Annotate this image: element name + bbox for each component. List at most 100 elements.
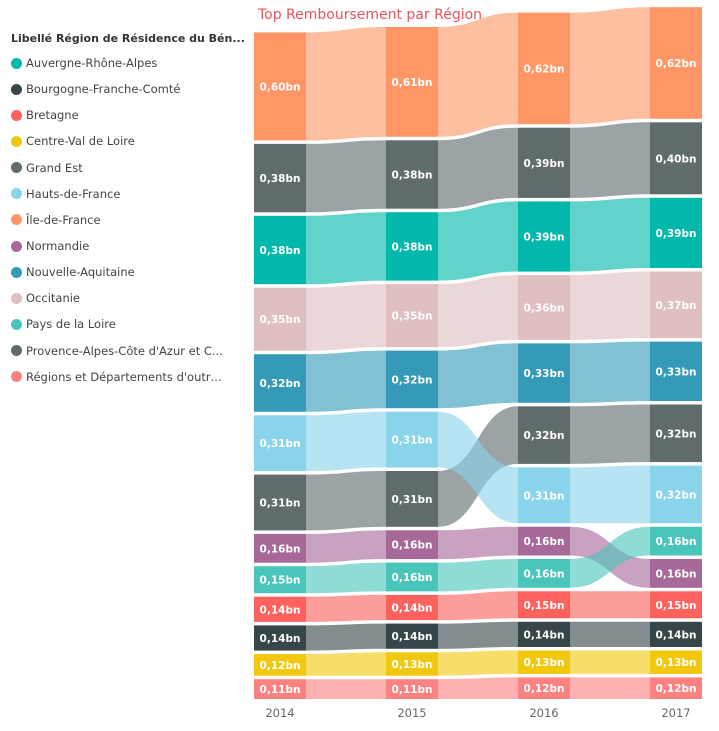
ribbon-pays-de-la-loire[interactable] [438, 559, 518, 592]
bar-ile-de-france-2016[interactable] [518, 12, 570, 125]
bar-nouvelle-aquitaine-2015[interactable] [386, 350, 438, 409]
ribbon-provence-alpes-cote-d-azur-et-c[interactable] [438, 127, 518, 209]
ribbon-regions-et-departements-d-outre[interactable] [306, 679, 386, 699]
bar-normandie-2015[interactable] [386, 530, 438, 560]
bar-provence-alpes-cote-d-azur-et-c-2017[interactable] [650, 122, 702, 195]
bar-provence-alpes-cote-d-azur-et-c-2016[interactable] [518, 127, 570, 198]
ribbon-pays-de-la-loire[interactable] [306, 562, 386, 594]
ribbon-centre-val-de-loire[interactable] [306, 652, 386, 676]
bar-regions-et-departements-d-outre-2014[interactable] [254, 679, 306, 699]
bar-hauts-de-france-2017[interactable] [650, 465, 702, 524]
bar-bretagne-2015[interactable] [386, 594, 438, 621]
legend-item-bourgogne-franche-comte[interactable]: Bourgogne-Franche-Comté [11, 76, 226, 102]
ribbon-bretagne[interactable] [306, 594, 386, 622]
bar-provence-alpes-cote-d-azur-et-c-2015[interactable] [386, 140, 438, 209]
bar-normandie-2014[interactable] [254, 533, 306, 563]
ribbon-occitanie[interactable] [306, 284, 386, 351]
bar-centre-val-de-loire-2014[interactable] [254, 654, 306, 676]
bar-regions-et-departements-d-outre-2015[interactable] [386, 679, 438, 699]
ribbon-provence-alpes-cote-d-azur-et-c[interactable] [570, 122, 650, 198]
ribbon-regions-et-departements-d-outre[interactable] [570, 677, 650, 699]
bar-centre-val-de-loire-2015[interactable] [386, 652, 438, 676]
legend-item-nouvelle-aquitaine[interactable]: Nouvelle-Aquitaine [11, 259, 226, 285]
bar-ile-de-france-2014[interactable] [254, 32, 306, 141]
ribbon-normandie[interactable] [306, 530, 386, 563]
ribbon-provence-alpes-cote-d-azur-et-c[interactable] [306, 140, 386, 213]
ribbon-centre-val-de-loire[interactable] [570, 650, 650, 674]
bar-regions-et-departements-d-outre-2017[interactable] [650, 677, 702, 699]
bar-pays-de-la-loire-2016[interactable] [518, 559, 570, 588]
bar-bretagne-2017[interactable] [650, 591, 702, 619]
ribbon-auvergne-rhone-alpes[interactable] [570, 197, 650, 272]
ribbon-grand-est[interactable] [306, 471, 386, 531]
bar-auvergne-rhone-alpes-2015[interactable] [386, 212, 438, 281]
legend-item-normandie[interactable]: Normandie [11, 233, 226, 259]
ribbon-bourgogne-franche-comte[interactable] [306, 623, 386, 651]
ribbon-auvergne-rhone-alpes[interactable] [438, 201, 518, 281]
legend-item-occitanie[interactable]: Occitanie [11, 285, 226, 311]
legend-item-hauts-de-france[interactable]: Hauts-de-France [11, 181, 226, 207]
legend-item-regions-et-departements-d-outre[interactable]: Régions et Départements d'outre... [11, 364, 226, 390]
ribbon-bourgogne-franche-comte[interactable] [438, 621, 518, 649]
ribbon-occitanie[interactable] [570, 271, 650, 340]
ribbon-centre-val-de-loire[interactable] [438, 650, 518, 676]
bar-nouvelle-aquitaine-2014[interactable] [254, 354, 306, 412]
bar-normandie-2017[interactable] [650, 559, 702, 588]
bar-occitanie-2015[interactable] [386, 284, 438, 348]
ribbon-nouvelle-aquitaine[interactable] [438, 343, 518, 409]
bar-occitanie-2017[interactable] [650, 271, 702, 339]
ribbon-ile-de-france[interactable] [570, 7, 650, 125]
ribbon-regions-et-departements-d-outre[interactable] [438, 677, 518, 699]
bar-pays-de-la-loire-2015[interactable] [386, 562, 438, 592]
legend-item-ile-de-france[interactable]: Île-de-France [11, 207, 226, 233]
bar-centre-val-de-loire-2016[interactable] [518, 650, 570, 674]
legend-item-pays-de-la-loire[interactable]: Pays de la Loire [11, 311, 226, 337]
bar-nouvelle-aquitaine-2016[interactable] [518, 343, 570, 403]
bar-hauts-de-france-2016[interactable] [518, 467, 570, 524]
bar-auvergne-rhone-alpes-2016[interactable] [518, 201, 570, 272]
bar-grand-est-2015[interactable] [386, 471, 438, 527]
bar-provence-alpes-cote-d-azur-et-c-2014[interactable] [254, 143, 306, 213]
bar-pays-de-la-loire-2014[interactable] [254, 566, 306, 594]
ribbon-pays-de-la-loire[interactable] [570, 526, 650, 588]
legend-item-auvergne-rhone-alpes[interactable]: Auvergne-Rhône-Alpes [11, 50, 226, 76]
ribbon-occitanie[interactable] [438, 275, 518, 348]
bar-ile-de-france-2017[interactable] [650, 7, 702, 119]
bar-grand-est-2016[interactable] [518, 406, 570, 464]
ribbon-nouvelle-aquitaine[interactable] [570, 341, 650, 403]
bar-nouvelle-aquitaine-2017[interactable] [650, 341, 702, 401]
ribbon-normandie[interactable] [438, 526, 518, 560]
legend-item-centre-val-de-loire[interactable]: Centre-Val de Loire [11, 128, 226, 154]
bar-ile-de-france-2015[interactable] [386, 27, 438, 137]
ribbon-hauts-de-france[interactable] [438, 411, 518, 524]
bar-bretagne-2014[interactable] [254, 596, 306, 622]
ribbon-nouvelle-aquitaine[interactable] [306, 350, 386, 412]
ribbon-grand-est[interactable] [570, 404, 650, 464]
bar-bourgogne-franche-comte-2015[interactable] [386, 623, 438, 649]
legend-item-provence-alpes-cote-d-azur-et-c[interactable]: Provence-Alpes-Côte d'Azur et C... [11, 338, 226, 364]
bar-grand-est-2014[interactable] [254, 474, 306, 531]
ribbon-hauts-de-france[interactable] [306, 411, 386, 472]
bar-bourgogne-franche-comte-2014[interactable] [254, 625, 306, 651]
ribbon-bourgogne-franche-comte[interactable] [570, 621, 650, 647]
bar-auvergne-rhone-alpes-2014[interactable] [254, 215, 306, 285]
bar-centre-val-de-loire-2017[interactable] [650, 650, 702, 674]
ribbon-auvergne-rhone-alpes[interactable] [306, 212, 386, 285]
bar-grand-est-2017[interactable] [650, 404, 702, 463]
legend-item-grand-est[interactable]: Grand Est [11, 155, 226, 181]
ribbon-hauts-de-france[interactable] [570, 465, 650, 524]
ribbon-bretagne[interactable] [438, 591, 518, 621]
ribbon-ile-de-france[interactable] [438, 12, 518, 137]
bar-normandie-2016[interactable] [518, 526, 570, 556]
bar-bourgogne-franche-comte-2016[interactable] [518, 621, 570, 647]
bar-pays-de-la-loire-2017[interactable] [650, 526, 702, 556]
ribbon-bretagne[interactable] [570, 591, 650, 619]
bar-regions-et-departements-d-outre-2016[interactable] [518, 677, 570, 699]
bar-auvergne-rhone-alpes-2017[interactable] [650, 197, 702, 268]
bar-bretagne-2016[interactable] [518, 591, 570, 619]
bar-hauts-de-france-2014[interactable] [254, 415, 306, 472]
ribbon-ile-de-france[interactable] [306, 27, 386, 141]
bar-bourgogne-franche-comte-2017[interactable] [650, 621, 702, 647]
bar-occitanie-2014[interactable] [254, 287, 306, 351]
bar-hauts-de-france-2015[interactable] [386, 411, 438, 468]
